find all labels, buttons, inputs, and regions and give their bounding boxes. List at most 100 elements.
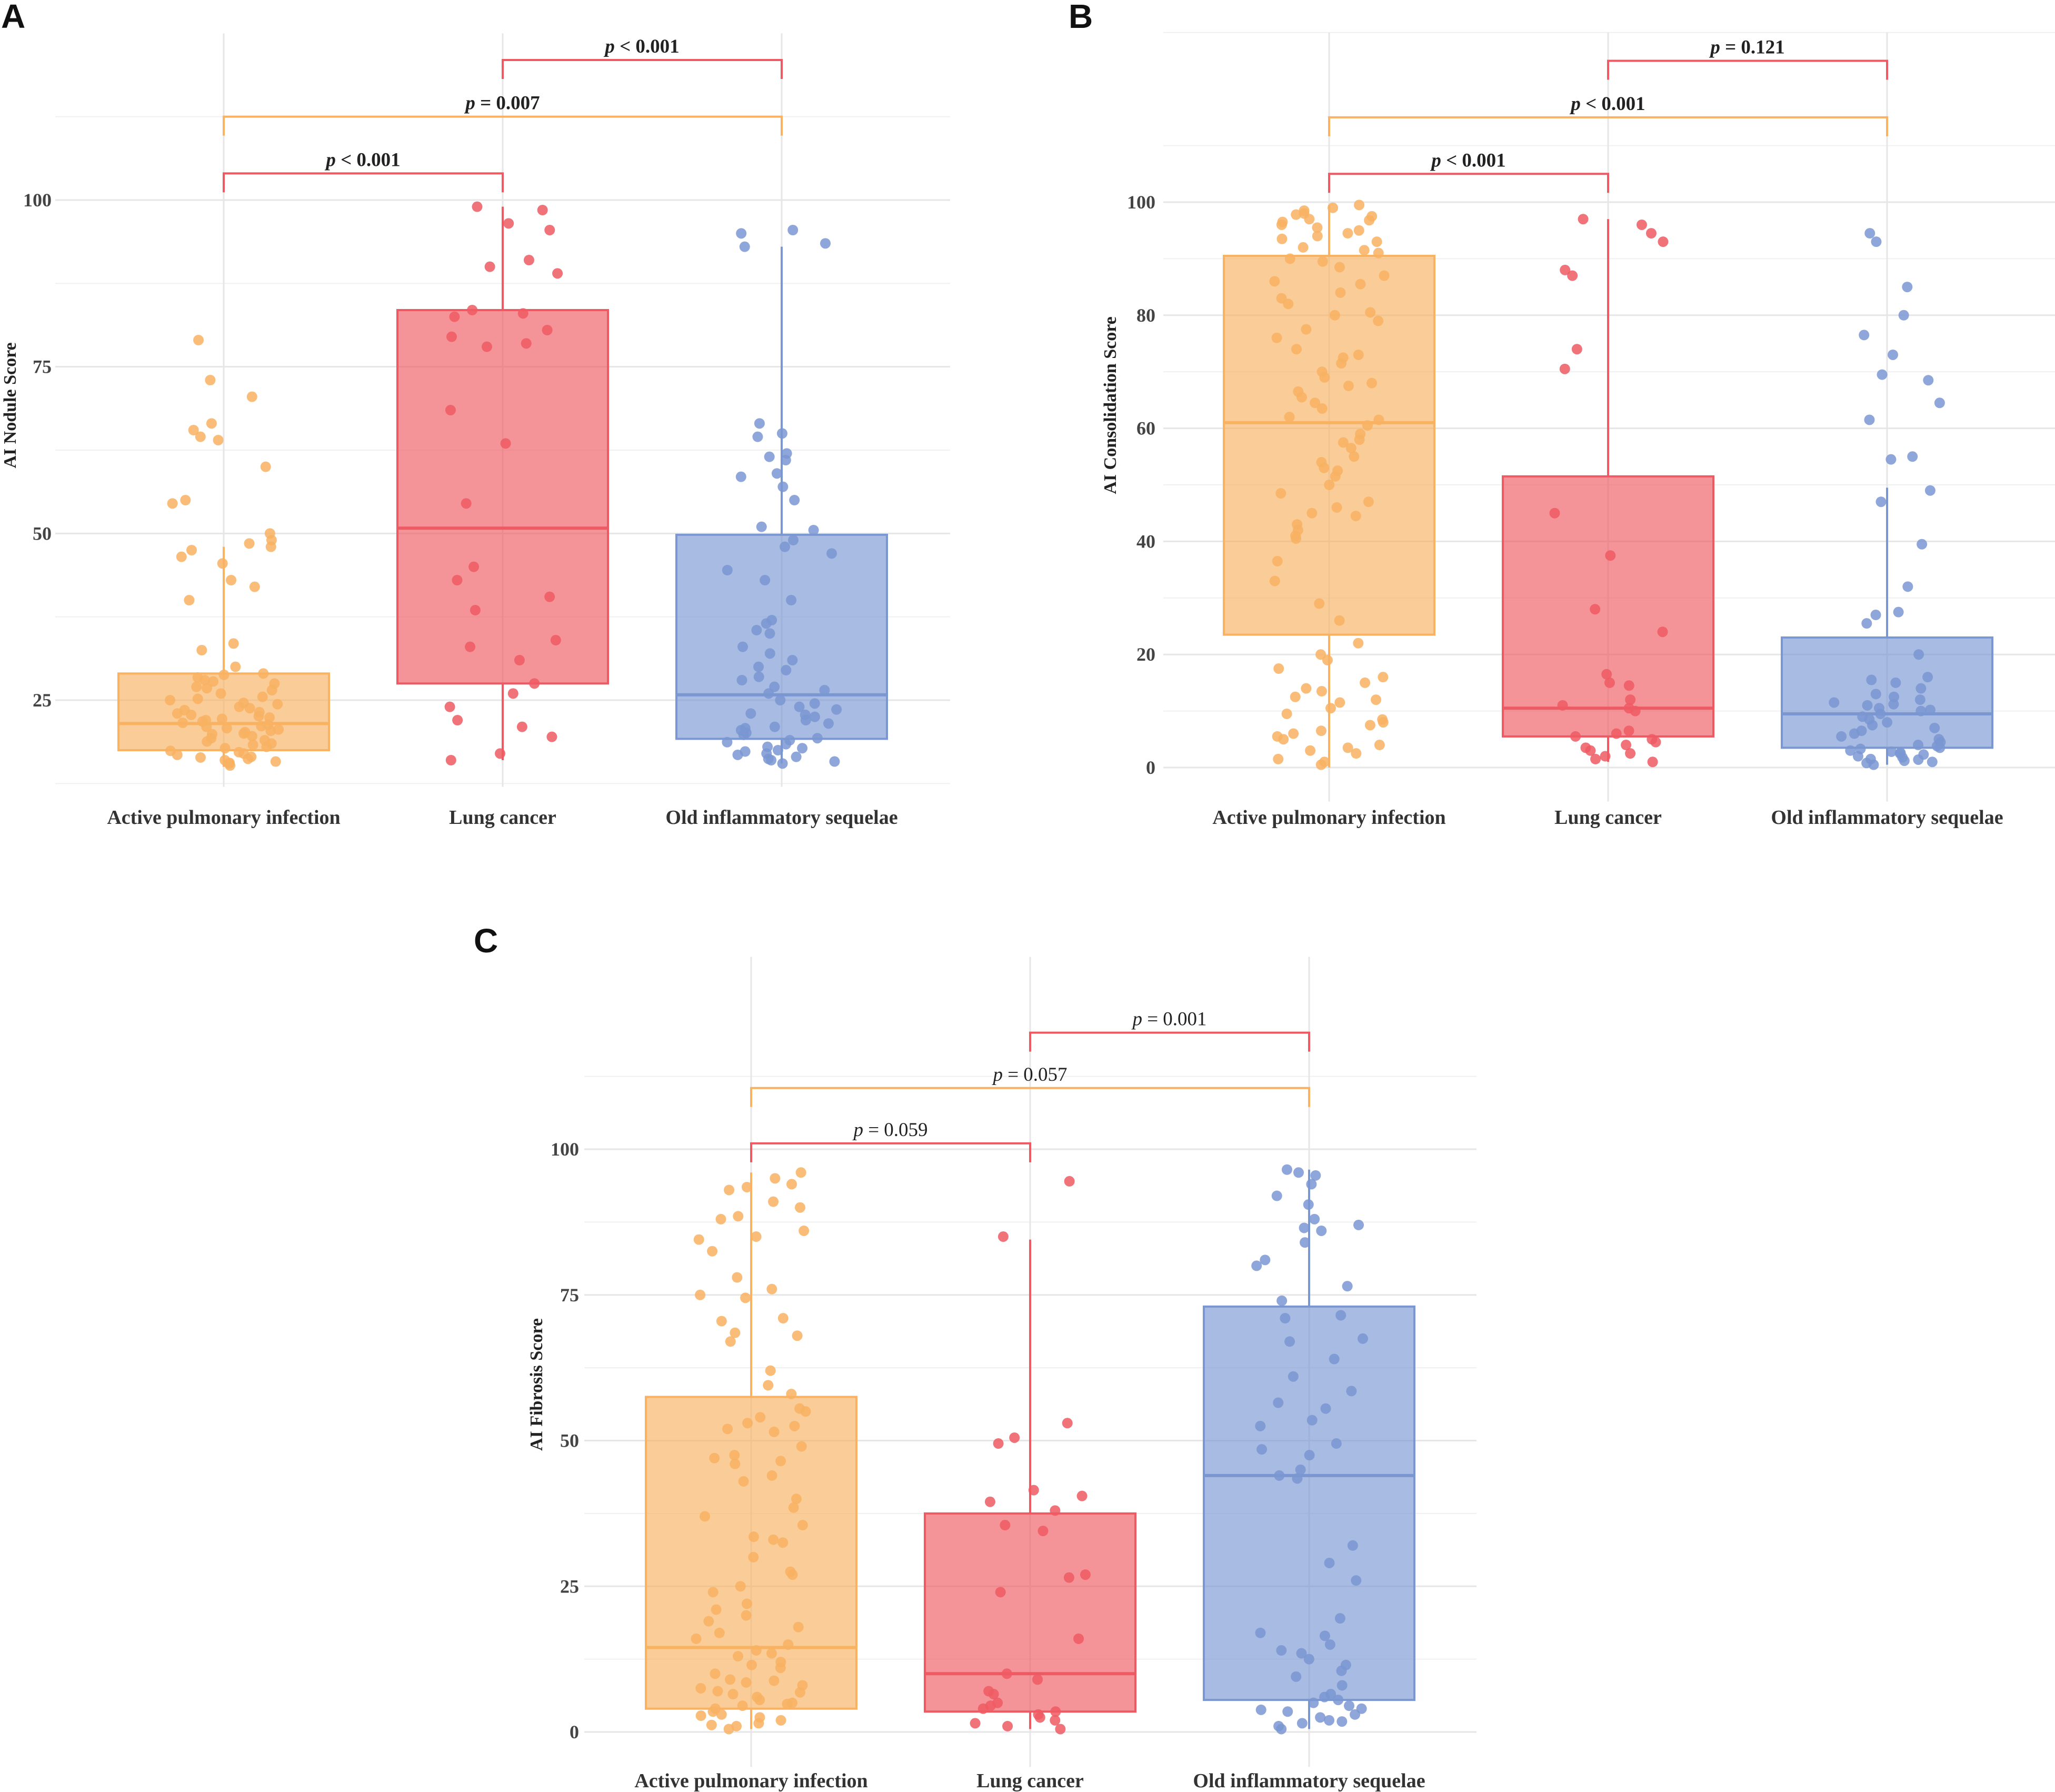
panel-a-point-0-77 [208, 676, 219, 687]
panel-a-box-2 [675, 533, 888, 740]
panel-c-point-2-15 [1303, 1654, 1314, 1665]
panel-a-point-2-61 [809, 698, 820, 709]
panel-c-point-0-78 [695, 1710, 706, 1721]
panel-b-point-0-20 [1315, 649, 1326, 660]
panel-c-point-2-57 [1256, 1444, 1268, 1455]
panel-a-point-0-43 [244, 538, 255, 549]
panel-b-point-2-30 [1916, 683, 1927, 694]
panel-a-point-2-47 [764, 451, 775, 462]
panel-c-point-2-54 [1296, 1648, 1307, 1659]
panel-a-point-1-25 [552, 268, 563, 279]
panel-a-point-0-13 [273, 724, 284, 735]
panel-a-point-0-16 [177, 718, 188, 729]
panel-c-point-1-0 [1055, 1724, 1066, 1735]
panel-b-point-0-53 [1291, 344, 1302, 355]
panel-a-point-2-6 [740, 746, 751, 757]
panel-b-point-1-23 [1559, 363, 1570, 374]
panel-b-ytick-label-0: 0 [1146, 757, 1155, 778]
panel-c-point-0-50 [755, 1412, 766, 1423]
panel-b-point-2-36 [1870, 610, 1881, 621]
panel-b-bracket-0 [1328, 173, 1609, 193]
panel-b-point-0-14 [1290, 691, 1301, 702]
panel-a-bracket-1 [223, 115, 783, 136]
panel-c-point-0-3 [775, 1715, 786, 1726]
panel-c-pvalue-label-0: p = 0.059 [852, 1119, 927, 1141]
panel-a-point-1-7 [529, 678, 540, 689]
panel-a-point-1-28 [544, 225, 555, 235]
panel-b-point-2-58 [1867, 720, 1878, 731]
panel-c-point-0-85 [735, 1581, 746, 1592]
panel-c-category-label-0: Active pulmonary infection [634, 1770, 867, 1792]
panel-a-category-label-1: Lung cancer [449, 807, 556, 829]
panel-c-point-2-35 [1280, 1313, 1291, 1324]
panel-b-bracket-2 [1607, 59, 1888, 80]
panel-c-point-0-39 [791, 1494, 802, 1505]
panel-c-point-0-66 [751, 1231, 762, 1242]
panel-b-point-1-17 [1604, 677, 1615, 688]
panel-c-point-2-3 [1324, 1715, 1335, 1726]
panel-b-point-2-47 [1877, 369, 1888, 380]
panel-a-point-0-24 [165, 695, 176, 705]
panel-c-point-0-58 [716, 1316, 727, 1327]
panel-a-point-0-59 [202, 736, 213, 747]
panel-b-ytick-label-4: 80 [1136, 305, 1155, 326]
panel-a-point-0-49 [213, 435, 224, 445]
panel-b-point-2-51 [1902, 282, 1913, 293]
panel-b-point-1-22 [1549, 507, 1560, 519]
panel-c-point-2-18 [1255, 1627, 1266, 1638]
panel-c-point-2-23 [1274, 1470, 1285, 1481]
panel-b-point-1-18 [1601, 669, 1612, 680]
panel-c-point-0-12 [727, 1689, 739, 1700]
panel-b-point-0-89 [1296, 392, 1307, 403]
panel-a-point-2-30 [764, 628, 775, 639]
panel-b-point-0-30 [1350, 511, 1361, 522]
panel-c-point-2-60 [1293, 1167, 1304, 1178]
panel-c-point-0-13 [712, 1686, 723, 1697]
panel-c-point-2-50 [1336, 1716, 1348, 1727]
panel-b-point-0-23 [1314, 598, 1325, 609]
panel-c-point-2-37 [1276, 1295, 1288, 1306]
panel-b-point-2-9 [1886, 746, 1897, 757]
panel-c-point-2-13 [1291, 1671, 1302, 1682]
panel-b-point-0-46 [1310, 397, 1321, 409]
panel-c-point-2-52 [1319, 1691, 1330, 1703]
panel-b-point-0-5 [1374, 740, 1385, 751]
panel-c-point-0-28 [711, 1604, 722, 1615]
panel-a-pvalue-label-0: p < 0.001 [324, 149, 400, 171]
panel-c-point-0-25 [714, 1627, 725, 1638]
panel-a-point-0-41 [186, 545, 197, 555]
panel-c-point-1-12 [1032, 1674, 1043, 1685]
panel-c-point-2-48 [1310, 1170, 1321, 1181]
panel-b-point-0-7 [1272, 731, 1283, 742]
panel-b-point-0-24 [1269, 575, 1280, 586]
panel-a-point-2-8 [762, 741, 773, 752]
panel-a-box-1 [396, 309, 609, 685]
panel-b-point-0-62 [1379, 270, 1390, 281]
panel-c-point-0-43 [709, 1452, 720, 1464]
panel-a-point-0-53 [246, 391, 257, 402]
panel-c-point-2-51 [1255, 1704, 1266, 1715]
panel-c-bracket-1 [750, 1087, 1310, 1107]
panel-c-point-0-83 [766, 1648, 777, 1659]
panel-a-point-0-45 [264, 528, 275, 539]
panel-c-point-2-24 [1295, 1464, 1306, 1475]
panel-a-point-2-24 [769, 681, 780, 692]
panel-c-point-0-44 [729, 1450, 740, 1461]
panel-b-point-0-95 [1312, 231, 1323, 242]
panel-b-point-1-11 [1623, 725, 1634, 736]
panel-b-point-0-50 [1316, 366, 1328, 377]
panel-c-bracket-2 [1029, 1031, 1310, 1052]
panel-a-point-2-54 [736, 228, 747, 239]
panel-a-point-1-6 [507, 688, 518, 699]
panel-c-point-1-16 [1063, 1572, 1074, 1583]
panel-c-point-1-26 [1062, 1418, 1073, 1429]
panel-a-point-1-30 [537, 205, 548, 215]
panel-c-point-2-6 [1282, 1706, 1293, 1717]
panel-c-point-2-4 [1315, 1712, 1326, 1723]
panel-b-point-2-24 [1873, 703, 1884, 714]
panel-b-point-0-12 [1325, 703, 1336, 714]
panel-b-ytick-label-5: 100 [1127, 192, 1155, 213]
panel-a-point-0-37 [249, 581, 260, 592]
panel-c-point-0-22 [751, 1645, 762, 1656]
panel-b-point-0-92 [1283, 298, 1294, 310]
